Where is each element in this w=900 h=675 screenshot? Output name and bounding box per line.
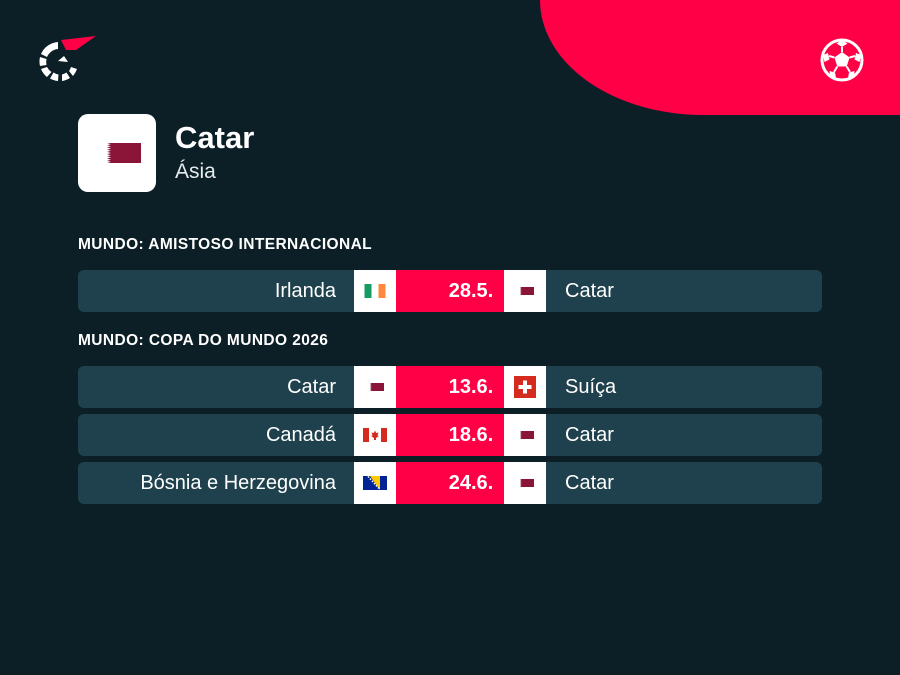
away-team-name: Catar <box>565 472 614 494</box>
team-region: Ásia <box>175 160 216 183</box>
qatar-flag-icon <box>93 143 141 163</box>
team-name: Catar <box>175 120 255 155</box>
match-row[interactable]: Catar 13.6. Suíça <box>78 366 822 408</box>
qatar-flag-icon <box>354 366 396 408</box>
section-title: MUNDO: COPA DO MUNDO 2026 <box>78 332 329 349</box>
team-header: Catar Ásia <box>78 114 578 192</box>
qatar-flag-icon <box>504 414 546 456</box>
match-row[interactable]: Bósnia e Herzegovina 24.6. Catar <box>78 462 822 504</box>
ireland-flag-icon <box>354 270 396 312</box>
home-team-name: Irlanda <box>274 280 336 302</box>
away-team-name: Catar <box>565 280 614 302</box>
switzerland-flag-icon <box>504 366 546 408</box>
match-row[interactable]: Canadá 18.6. Catar <box>78 414 822 456</box>
away-team-name: Suíça <box>565 376 617 398</box>
away-team-name: Catar <box>565 424 614 446</box>
team-flag <box>78 114 156 192</box>
bosnia-flag-icon <box>354 462 396 504</box>
section-title: MUNDO: AMISTOSO INTERNACIONAL <box>78 236 373 253</box>
qatar-flag-icon <box>504 270 546 312</box>
match-row[interactable]: Irlanda 28.5. Catar <box>78 270 822 312</box>
flashscore-logo-icon[interactable] <box>36 36 96 82</box>
canada-flag-icon <box>354 414 396 456</box>
qatar-flag-icon <box>504 462 546 504</box>
home-team-name: Bósnia e Herzegovina <box>140 472 336 494</box>
home-team-name: Canadá <box>265 424 336 446</box>
home-team-name: Catar <box>287 376 336 398</box>
soccer-ball-icon[interactable] <box>820 38 864 82</box>
